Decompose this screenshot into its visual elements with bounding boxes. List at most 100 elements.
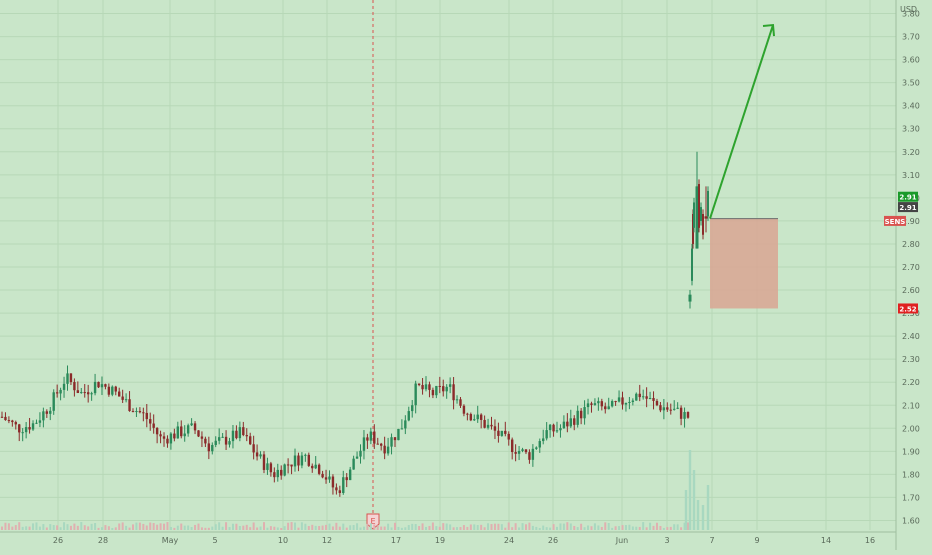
volume-bar [204, 527, 207, 530]
candle-body [400, 428, 404, 430]
candle-body [652, 398, 655, 401]
spike-volume-bar [706, 485, 710, 530]
volume-bar [573, 525, 576, 530]
risk-box [710, 218, 778, 309]
volume-bar [100, 527, 103, 530]
volume-bar [221, 526, 224, 530]
candle-body [524, 449, 528, 453]
candle-body [679, 407, 683, 419]
volume-bar [552, 524, 555, 530]
candle-body [348, 469, 352, 481]
candle-body [352, 458, 355, 470]
candle-body [604, 406, 607, 410]
candle-body [276, 469, 279, 478]
volume-bar [187, 525, 190, 530]
x-tick-label: Jun [615, 536, 629, 545]
candle-body [14, 422, 17, 425]
candle-body [235, 430, 238, 439]
volume-bar [376, 525, 379, 530]
candle-body [221, 436, 224, 438]
candle-body [204, 438, 207, 444]
volume-bar [335, 522, 338, 530]
candle-body [190, 423, 193, 426]
spike-volume-bar [692, 470, 696, 530]
candle-body [62, 383, 66, 390]
volume-bar [545, 527, 548, 530]
volume-bar [542, 525, 545, 530]
volume-bar [166, 522, 169, 530]
volume-bar [393, 522, 396, 530]
candle-body [307, 454, 311, 466]
candle-body [42, 411, 45, 421]
volume-bar [390, 527, 393, 530]
volume-bar [638, 526, 641, 530]
y-tick-label: 2.70 [902, 263, 920, 272]
volume-bar [32, 523, 35, 530]
candle-body [490, 424, 493, 427]
candle-body [152, 423, 155, 428]
volume-bar [531, 525, 534, 530]
x-tick-label: 17 [391, 536, 401, 545]
candle-body [383, 445, 386, 454]
volume-bar [518, 527, 521, 530]
candle-body [118, 391, 121, 397]
volume-bar [280, 527, 283, 530]
price-label-stop-bg [898, 303, 918, 314]
volume-bar [107, 526, 110, 530]
candle-body [535, 447, 538, 449]
spike-volume-bar [701, 505, 705, 530]
volume-bar [283, 526, 286, 530]
volume-bar [687, 522, 689, 530]
volume-bar [142, 523, 145, 530]
candle-body [128, 399, 131, 412]
candle-body [335, 487, 338, 491]
volume-bar [287, 522, 290, 530]
volume-bar [590, 526, 593, 530]
spike-candle-body [707, 190, 709, 217]
volume-bar [114, 527, 117, 530]
candle-body [355, 456, 359, 459]
candle-body [510, 439, 514, 453]
candle-body [542, 438, 545, 442]
candle-body [180, 426, 183, 437]
volume-bar [583, 527, 586, 530]
volume-bar [121, 522, 124, 530]
candle-body [624, 402, 628, 405]
volume-bar [459, 527, 462, 530]
volume-bar [404, 527, 407, 530]
x-tick-label: 24 [504, 536, 514, 545]
volume-bar [311, 524, 314, 530]
candle-body [455, 399, 459, 401]
volume-bar [183, 525, 186, 530]
volume-bar [669, 526, 672, 530]
candle-body [428, 384, 431, 390]
candle-body [431, 389, 435, 396]
volume-bar [504, 527, 507, 530]
volume-bar [118, 523, 121, 530]
volume-bar [290, 522, 293, 530]
y-tick-label: 3.30 [902, 125, 920, 134]
volume-bar [259, 526, 262, 530]
volume-bar [528, 522, 531, 530]
volume-bar [211, 526, 214, 530]
candle-body [142, 412, 145, 414]
volume-bar [493, 523, 496, 530]
candle-body [579, 410, 583, 419]
candle-body [18, 424, 21, 433]
candle-body [600, 401, 604, 407]
y-tick-label: 3.80 [902, 10, 920, 19]
volume-bar [349, 525, 352, 530]
volume-bar [480, 524, 483, 530]
candle-body [555, 430, 559, 432]
candle-body [214, 440, 217, 445]
candle-body [566, 421, 569, 427]
volume-bar [438, 526, 441, 530]
currency-label: USD [900, 5, 917, 14]
candle-body [304, 454, 307, 456]
volume-bar [228, 527, 231, 530]
candle-body [114, 386, 117, 392]
candle-body [273, 472, 276, 478]
x-tick-label: 5 [212, 536, 217, 545]
candle-body [597, 401, 600, 404]
volume-bar [214, 524, 217, 530]
